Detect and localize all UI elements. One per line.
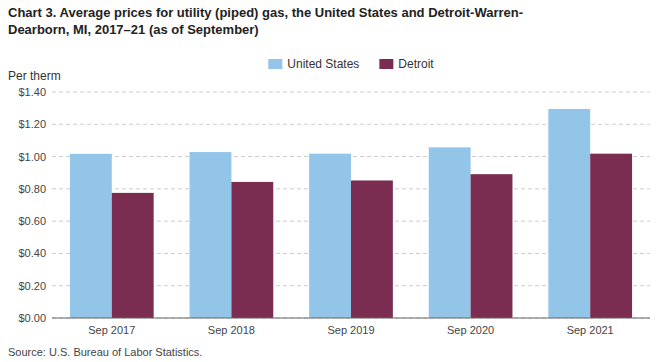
bars	[70, 109, 632, 318]
y-axis-label: Per therm	[8, 69, 61, 83]
grid	[52, 92, 650, 318]
title: Chart 3. Average prices for utility (pip…	[8, 5, 523, 37]
y-tick-label: $0.20	[18, 280, 46, 292]
legend: United States Detroit	[268, 57, 434, 71]
legend-item: United States	[268, 57, 359, 71]
legend-item: Detroit	[379, 57, 434, 71]
grid-line	[52, 318, 650, 319]
x-tick-label: Sep 2017	[88, 324, 135, 336]
y-tick-label: $0.40	[18, 247, 46, 259]
y-tick-label: $0.60	[18, 215, 46, 227]
x-tick-label: Sep 2021	[567, 324, 614, 336]
x-tick-label: Sep 2020	[447, 324, 494, 336]
bar	[112, 193, 154, 318]
legend-swatch	[379, 59, 393, 69]
title-line: Chart 3. Average prices for utility (pip…	[8, 5, 523, 20]
grid-line	[52, 92, 650, 93]
bar	[351, 180, 393, 318]
title-line: Dearborn, MI, 2017–21 (as of September)	[8, 22, 259, 37]
bar	[70, 154, 112, 318]
bar	[429, 147, 471, 318]
legend-swatch	[268, 59, 282, 69]
bar	[231, 182, 273, 318]
y-tick-label: $0.00	[18, 312, 46, 324]
chart: Chart 3. Average prices for utility (pip…	[0, 0, 662, 362]
x-tick-label: Sep 2019	[327, 324, 374, 336]
y-tick-label: $1.40	[18, 86, 46, 98]
bar	[309, 154, 351, 318]
bar	[548, 109, 590, 318]
x-axis-line	[52, 318, 650, 319]
legend-label: Detroit	[398, 57, 434, 71]
bar	[590, 154, 632, 318]
y-tick-label: $1.00	[18, 151, 46, 163]
legend-label: United States	[287, 57, 359, 71]
source-note: Source: U.S. Bureau of Labor Statistics.	[8, 346, 202, 358]
bar	[471, 174, 513, 318]
x-tick-label: Sep 2018	[208, 324, 255, 336]
bar	[190, 152, 232, 318]
y-tick-label: $1.20	[18, 118, 46, 130]
y-tick-label: $0.80	[18, 183, 46, 195]
